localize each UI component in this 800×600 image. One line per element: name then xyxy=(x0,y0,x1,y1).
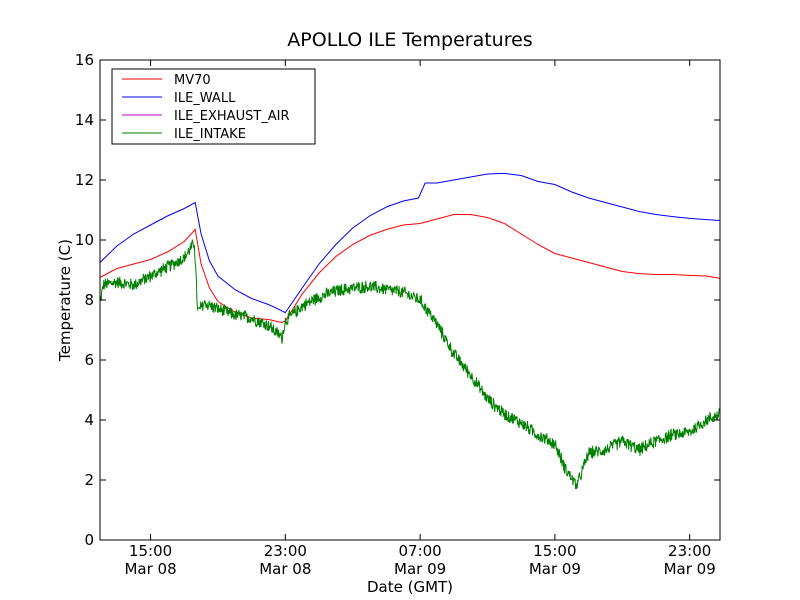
legend-label: ILE_EXHAUST_AIR xyxy=(174,109,290,124)
x-tick-time-label: 15:00 xyxy=(533,542,576,560)
y-tick-label: 16 xyxy=(75,51,94,69)
legend-box xyxy=(111,68,316,145)
x-tick-time-label: 23:00 xyxy=(668,542,711,560)
x-tick-date-label: Mar 09 xyxy=(394,560,446,578)
x-axis-label: Date (GMT) xyxy=(367,578,453,596)
x-tick-time-label: 23:00 xyxy=(264,542,307,560)
y-tick-label: 4 xyxy=(84,411,94,429)
y-tick-label: 12 xyxy=(75,171,94,189)
x-tick-date-label: Mar 09 xyxy=(529,560,581,578)
series-line-ile-intake xyxy=(100,238,720,490)
series-line-mv70 xyxy=(100,214,720,324)
y-axis-label: Temperature (C) xyxy=(56,239,74,362)
y-tick-label: 6 xyxy=(84,351,94,369)
legend-label: ILE_WALL xyxy=(174,91,236,106)
legend-label: ILE_INTAKE xyxy=(174,127,246,142)
y-axis: 0 2 4 6 8 10 12 14 16 xyxy=(75,51,720,549)
series-layer xyxy=(100,172,720,490)
legend: MV70 ILE_WALL ILE_EXHAUST_AIR ILE_INTAKE xyxy=(111,68,316,145)
y-tick-label: 2 xyxy=(84,471,94,489)
x-tick-date-label: Mar 08 xyxy=(259,560,311,578)
y-tick-label: 14 xyxy=(75,111,94,129)
chart-title: APOLLO ILE Temperatures xyxy=(287,29,532,51)
x-tick-date-label: Mar 08 xyxy=(124,560,176,578)
x-tick-date-label: Mar 09 xyxy=(664,560,716,578)
y-tick-label: 0 xyxy=(84,531,94,549)
series-line-ile-wall xyxy=(100,172,720,314)
y-tick-label: 10 xyxy=(75,231,94,249)
legend-label: MV70 xyxy=(174,73,211,88)
x-tick-time-label: 07:00 xyxy=(398,542,441,560)
y-tick-label: 8 xyxy=(84,291,94,309)
x-tick-time-label: 15:00 xyxy=(129,542,172,560)
